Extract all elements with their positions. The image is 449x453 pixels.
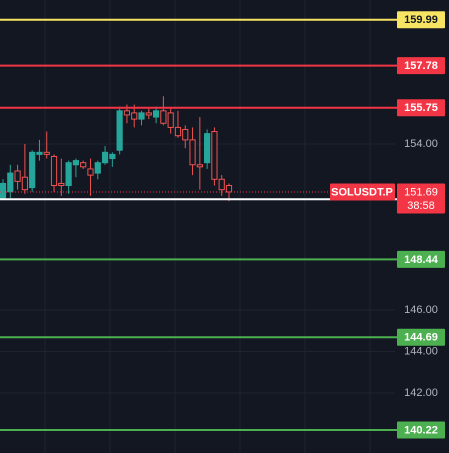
candle-body	[182, 128, 189, 141]
level-label-box	[397, 99, 445, 117]
y-tick-label: 154.00	[404, 138, 438, 150]
candle-body	[145, 112, 152, 116]
candle-body	[131, 112, 138, 120]
candle-body	[116, 110, 123, 151]
symbol-box	[330, 183, 395, 201]
candle-body	[160, 110, 167, 124]
last-price-box	[397, 183, 445, 214]
candle-body	[58, 182, 65, 187]
level-label-box	[397, 57, 445, 75]
y-tick-label: 146.00	[404, 304, 438, 316]
candle-body	[189, 139, 196, 166]
candle-body	[21, 176, 28, 191]
candle-body	[123, 110, 131, 116]
candle-body	[204, 133, 211, 164]
candle-body	[36, 151, 43, 155]
level-label-box	[397, 250, 445, 268]
y-tick-label: 142.00	[404, 387, 438, 399]
y-tick-label: 144.00	[404, 345, 438, 357]
candle-body	[14, 170, 21, 182]
candle-body	[7, 172, 14, 193]
candle-body	[43, 151, 50, 155]
level-label-box	[397, 11, 445, 29]
candle-body	[50, 155, 58, 187]
level-label: 144.69	[404, 332, 438, 344]
candle-body	[225, 185, 233, 193]
symbol-label: SOLUSDT.P	[331, 186, 393, 198]
level-label: 157.78	[404, 60, 438, 72]
level-label: 148.44	[404, 254, 439, 266]
candle-body	[167, 112, 174, 128]
candle-body	[72, 160, 80, 166]
countdown-label: 38:58	[407, 200, 435, 212]
time-grid	[44, 0, 371, 453]
candle-body	[94, 162, 101, 174]
candle-body	[211, 131, 218, 180]
level-label: 140.22	[404, 424, 438, 436]
candle-body	[138, 112, 145, 120]
candle-body	[29, 151, 36, 189]
level-label: 155.75	[404, 102, 438, 114]
level-label-box	[397, 421, 445, 439]
candle-body	[174, 126, 182, 137]
candle-body	[109, 153, 116, 160]
candle-body	[218, 178, 225, 191]
last-price-label: 151.69	[404, 186, 438, 198]
candle-body	[152, 110, 160, 118]
candle-body	[0, 182, 7, 199]
candle-body	[87, 168, 94, 176]
candle-body	[101, 151, 109, 164]
level-label: 159.99	[404, 14, 438, 26]
candle-body	[80, 162, 87, 168]
candle-body	[196, 164, 203, 168]
level-label-box	[397, 328, 445, 346]
candle-body	[65, 162, 72, 187]
